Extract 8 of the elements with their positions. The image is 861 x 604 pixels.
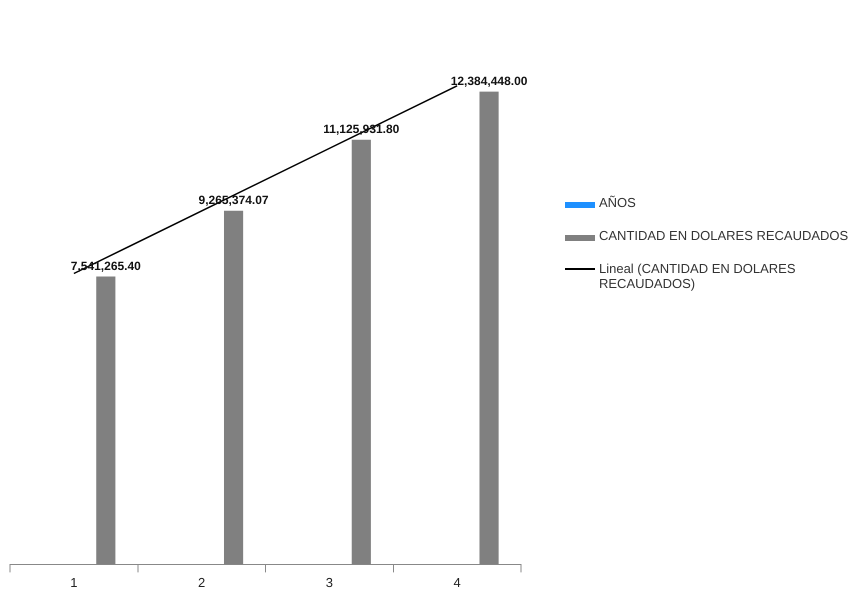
legend-label: CANTIDAD EN DOLARES RECAUDADOS	[599, 228, 848, 243]
legend-label: AÑOS	[599, 195, 636, 210]
legend-label: Lineal (CANTIDAD EN DOLARES RECAUDADOS)	[599, 261, 796, 291]
x-tick-label: 1	[70, 574, 78, 590]
x-tick-label: 3	[326, 574, 333, 590]
data-label: 12,384,448.00	[450, 74, 528, 88]
x-tick-label: 2	[198, 574, 206, 590]
x-tick-label: 4	[454, 574, 461, 590]
